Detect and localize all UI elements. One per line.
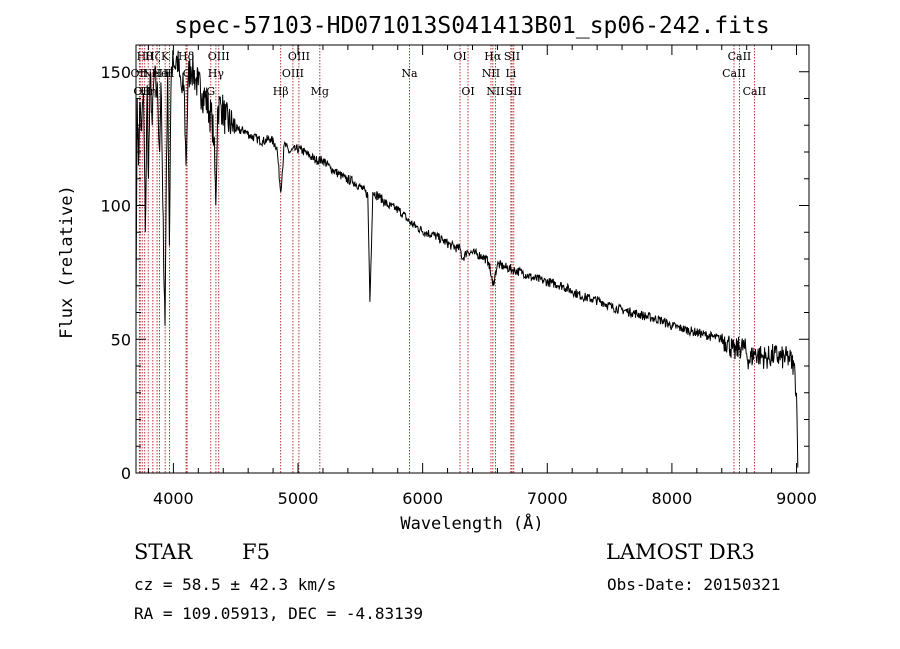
y-tick-label: 100 [100, 197, 131, 216]
line-label: Na [401, 67, 418, 80]
y-axis-label: Flux (relative) [57, 185, 77, 339]
line-label: H [165, 67, 175, 80]
line-label: Hβ [273, 85, 289, 98]
x-axis-label: Wavelength (Å) [400, 512, 543, 534]
line-label: Li [505, 67, 516, 80]
line-label: Hα [484, 50, 502, 63]
line-label: CaII [728, 50, 752, 63]
y-axis-ticks: 0 50 100 150 [100, 44, 809, 483]
line-label: NII [486, 85, 504, 98]
emission-line-markers [138, 45, 755, 473]
line-label: G [206, 85, 215, 98]
x-tick-label: 8000 [652, 489, 693, 508]
line-label: Hθ [137, 50, 154, 63]
survey-name: LAMOST DR3 [606, 540, 755, 564]
object-subclass: F5 [242, 540, 270, 564]
line-label: Hγ [208, 67, 225, 80]
line-label: Hδ [178, 50, 195, 63]
line-label: Mg [311, 85, 329, 98]
line-label: K [161, 50, 170, 63]
chart-title: spec-57103-HD071013S041413B01_sp06-242.f… [174, 13, 769, 39]
obs-date: Obs-Date: 20150321 [607, 575, 781, 594]
line-label: Hζ [145, 50, 161, 63]
line-label: NII [482, 67, 500, 80]
x-tick-label: 5000 [278, 489, 319, 508]
y-tick-label: 0 [121, 464, 131, 483]
line-label: OIII [282, 67, 304, 80]
line-label: OIII [288, 50, 310, 63]
y-tick-label: 150 [100, 63, 131, 82]
line-label: OIII [208, 50, 230, 63]
emission-line-labels: OIIOIIHθHηHζNeIIIHeKHHδGGHγOIIIHβOIIIOII… [131, 50, 767, 98]
y-tick-label: 50 [111, 330, 131, 349]
line-label: OI [453, 50, 466, 63]
line-label: G [183, 67, 192, 80]
line-label: SII [504, 50, 520, 63]
redshift-text: cz = 58.5 ± 42.3 km/s [134, 575, 337, 594]
plot-frame [135, 44, 810, 474]
x-tick-label: 7000 [527, 489, 568, 508]
x-tick-label: 4000 [153, 489, 194, 508]
line-label: SII [506, 85, 522, 98]
x-tick-label: 6000 [402, 489, 443, 508]
line-label: CaII [722, 67, 746, 80]
line-label: CaII [743, 85, 767, 98]
x-tick-label: 9000 [776, 489, 817, 508]
object-class: STAR [134, 540, 193, 564]
spectrum-line [135, 50, 799, 468]
line-label: OII [131, 67, 149, 80]
coordinates: RA = 109.05913, DEC = -4.83139 [134, 604, 423, 623]
line-label: OI [461, 85, 474, 98]
line-label: Hη [140, 85, 156, 98]
x-axis-ticks: 4000 5000 6000 7000 8000 9000 [147, 45, 817, 508]
